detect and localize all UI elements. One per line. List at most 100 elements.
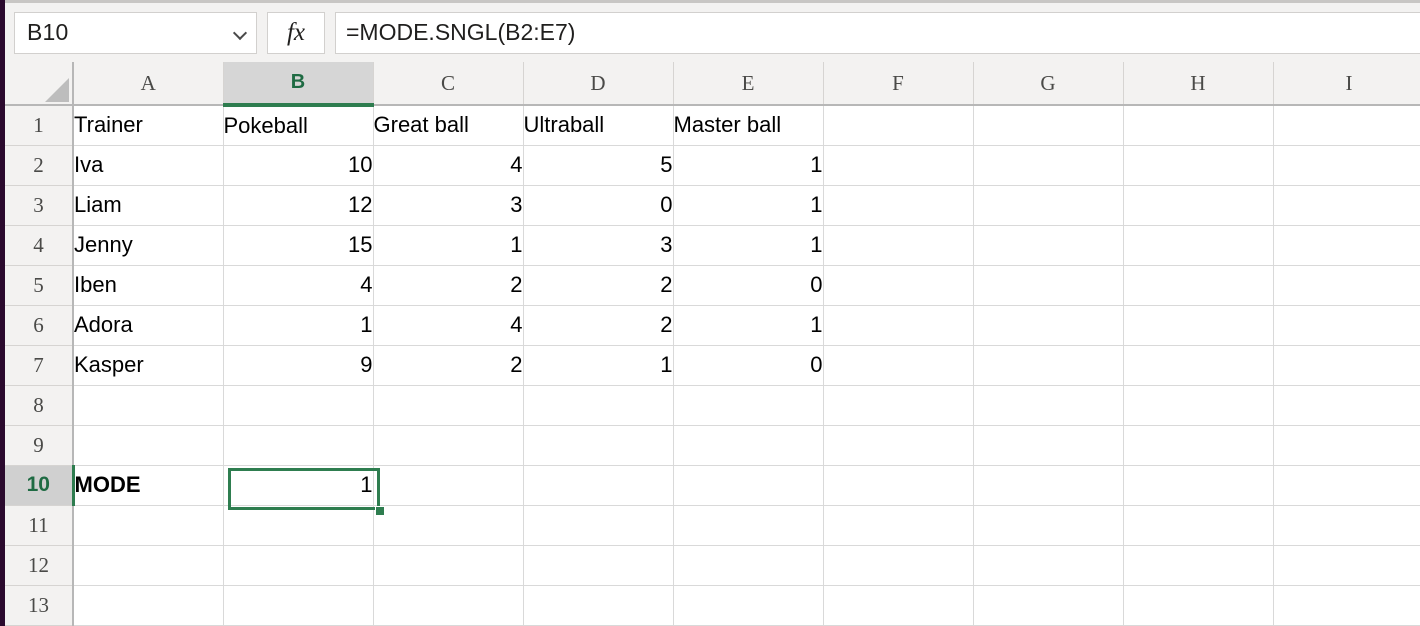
- cell-E5[interactable]: 0: [673, 265, 824, 306]
- cell-H8[interactable]: [1123, 385, 1274, 426]
- cell-H4[interactable]: [1123, 225, 1274, 266]
- cell-A6[interactable]: Adora: [73, 305, 224, 346]
- cell-A10[interactable]: MODE: [73, 465, 224, 506]
- cell-C10[interactable]: [373, 465, 524, 506]
- cell-A2[interactable]: Iva: [73, 145, 224, 186]
- cell-F8[interactable]: [823, 385, 974, 426]
- cell-A1[interactable]: Trainer: [73, 105, 224, 146]
- cell-E12[interactable]: [673, 545, 824, 586]
- cell-D8[interactable]: [523, 385, 674, 426]
- column-header-e[interactable]: E: [673, 62, 824, 106]
- cell-I7[interactable]: [1273, 345, 1420, 386]
- cell-E10[interactable]: [673, 465, 824, 506]
- cell-I3[interactable]: [1273, 185, 1420, 226]
- cell-A9[interactable]: [73, 425, 224, 466]
- cell-F3[interactable]: [823, 185, 974, 226]
- column-header-b[interactable]: B: [223, 62, 374, 107]
- cell-A8[interactable]: [73, 385, 224, 426]
- column-header-f[interactable]: F: [823, 62, 974, 106]
- cell-I4[interactable]: [1273, 225, 1420, 266]
- cell-B7[interactable]: 9: [223, 345, 374, 386]
- cell-C6[interactable]: 4: [373, 305, 524, 346]
- cell-I2[interactable]: [1273, 145, 1420, 186]
- cell-G4[interactable]: [973, 225, 1124, 266]
- cell-A5[interactable]: Iben: [73, 265, 224, 306]
- cell-C1[interactable]: Great ball: [373, 105, 524, 146]
- cell-F10[interactable]: [823, 465, 974, 506]
- cell-E6[interactable]: 1: [673, 305, 824, 346]
- cell-E13[interactable]: [673, 585, 824, 626]
- cell-D11[interactable]: [523, 505, 674, 546]
- column-header-a[interactable]: A: [73, 62, 224, 106]
- cell-I6[interactable]: [1273, 305, 1420, 346]
- cell-H3[interactable]: [1123, 185, 1274, 226]
- column-header-c[interactable]: C: [373, 62, 524, 106]
- cell-F4[interactable]: [823, 225, 974, 266]
- cell-F1[interactable]: [823, 105, 974, 146]
- cell-E1[interactable]: Master ball: [673, 105, 824, 146]
- cell-H1[interactable]: [1123, 105, 1274, 146]
- cell-E9[interactable]: [673, 425, 824, 466]
- row-header-10[interactable]: 10: [5, 465, 75, 506]
- cell-C3[interactable]: 3: [373, 185, 524, 226]
- cell-C4[interactable]: 1: [373, 225, 524, 266]
- cell-H12[interactable]: [1123, 545, 1274, 586]
- cell-G3[interactable]: [973, 185, 1124, 226]
- cell-B13[interactable]: [223, 585, 374, 626]
- row-header-1[interactable]: 1: [5, 105, 74, 146]
- cell-E4[interactable]: 1: [673, 225, 824, 266]
- cell-D9[interactable]: [523, 425, 674, 466]
- row-header-11[interactable]: 11: [5, 505, 74, 546]
- cell-A4[interactable]: Jenny: [73, 225, 224, 266]
- cell-A13[interactable]: [73, 585, 224, 626]
- cell-F5[interactable]: [823, 265, 974, 306]
- cell-G1[interactable]: [973, 105, 1124, 146]
- cell-E7[interactable]: 0: [673, 345, 824, 386]
- row-header-4[interactable]: 4: [5, 225, 74, 266]
- row-header-2[interactable]: 2: [5, 145, 74, 186]
- cell-F13[interactable]: [823, 585, 974, 626]
- cell-D10[interactable]: [523, 465, 674, 506]
- cell-D6[interactable]: 2: [523, 305, 674, 346]
- cell-H11[interactable]: [1123, 505, 1274, 546]
- cell-H10[interactable]: [1123, 465, 1274, 506]
- cell-E2[interactable]: 1: [673, 145, 824, 186]
- cell-F6[interactable]: [823, 305, 974, 346]
- cell-D4[interactable]: 3: [523, 225, 674, 266]
- cell-E11[interactable]: [673, 505, 824, 546]
- row-header-7[interactable]: 7: [5, 345, 74, 386]
- cell-B4[interactable]: 15: [223, 225, 374, 266]
- column-header-h[interactable]: H: [1123, 62, 1274, 106]
- cell-I12[interactable]: [1273, 545, 1420, 586]
- cell-C5[interactable]: 2: [373, 265, 524, 306]
- formula-input[interactable]: =MODE.SNGL(B2:E7): [335, 11, 1420, 54]
- cell-I13[interactable]: [1273, 585, 1420, 626]
- cell-G13[interactable]: [973, 585, 1124, 626]
- cell-I5[interactable]: [1273, 265, 1420, 306]
- cell-F7[interactable]: [823, 345, 974, 386]
- cell-I1[interactable]: [1273, 105, 1420, 146]
- cell-D12[interactable]: [523, 545, 674, 586]
- cell-A11[interactable]: [73, 505, 224, 546]
- column-header-i[interactable]: I: [1273, 62, 1420, 106]
- cell-B3[interactable]: 12: [223, 185, 374, 226]
- cell-F2[interactable]: [823, 145, 974, 186]
- insert-function-button[interactable]: fx: [267, 11, 325, 54]
- cell-H2[interactable]: [1123, 145, 1274, 186]
- column-header-g[interactable]: G: [973, 62, 1124, 106]
- select-all-corner[interactable]: [5, 62, 74, 106]
- cell-H5[interactable]: [1123, 265, 1274, 306]
- cell-H6[interactable]: [1123, 305, 1274, 346]
- cell-D7[interactable]: 1: [523, 345, 674, 386]
- cell-B1[interactable]: Pokeball: [223, 105, 374, 146]
- cell-F11[interactable]: [823, 505, 974, 546]
- cell-A12[interactable]: [73, 545, 224, 586]
- cell-D5[interactable]: 2: [523, 265, 674, 306]
- cell-G11[interactable]: [973, 505, 1124, 546]
- cell-E3[interactable]: 1: [673, 185, 824, 226]
- cell-B2[interactable]: 10: [223, 145, 374, 186]
- cell-C9[interactable]: [373, 425, 524, 466]
- cell-E8[interactable]: [673, 385, 824, 426]
- cell-A7[interactable]: Kasper: [73, 345, 224, 386]
- cell-F12[interactable]: [823, 545, 974, 586]
